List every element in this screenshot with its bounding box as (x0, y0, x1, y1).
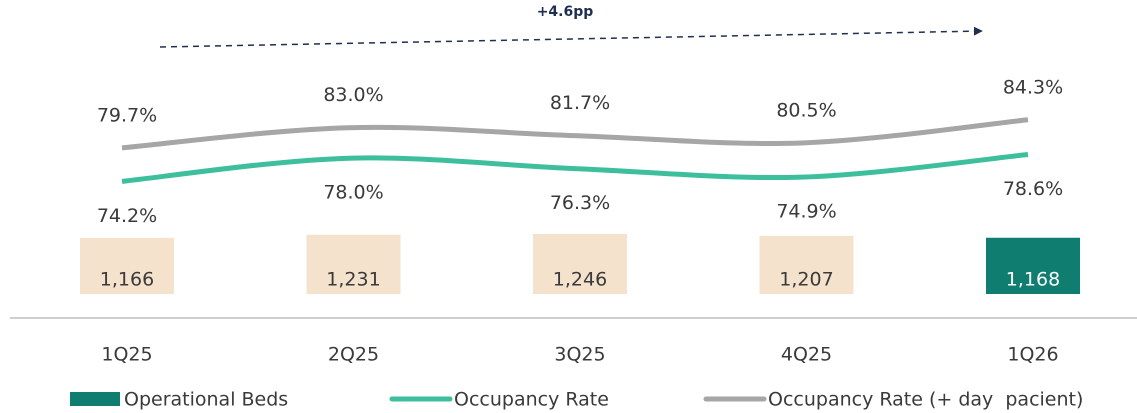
data-label: 78.6% (1003, 178, 1063, 200)
annotation: +4.6pp (537, 4, 594, 20)
bar-label: 1,168 (1006, 269, 1060, 291)
bar-label: 1,207 (779, 269, 833, 291)
legend-label: Operational Beds (124, 389, 288, 411)
x-tick-label: 1Q25 (101, 344, 152, 366)
trend-arrow (159, 26, 983, 48)
x-tick-label: 1Q26 (1007, 344, 1058, 366)
x-tick-label: 4Q25 (781, 344, 832, 366)
data-label: 83.0% (323, 84, 383, 106)
data-label: 80.5% (776, 99, 836, 121)
bar (306, 234, 401, 294)
bar-label: 1,246 (553, 269, 607, 291)
data-label: 81.7% (550, 92, 610, 114)
legend-label: Occupancy Rate (454, 389, 609, 411)
bar (533, 234, 627, 294)
data-label: 78.0% (323, 182, 383, 204)
bar (80, 237, 174, 294)
data-label: 84.3% (1003, 76, 1063, 98)
legend-swatch (70, 392, 120, 406)
line (121, 117, 1029, 151)
x-tick-label: 3Q25 (554, 344, 605, 366)
data-label: 76.3% (550, 192, 610, 214)
legend-label: Occupancy Rate (+ day pacient) (768, 389, 1083, 411)
bar (986, 237, 1080, 294)
data-label: 74.2% (97, 205, 157, 227)
bar (759, 235, 854, 294)
bar-label: 1,166 (100, 269, 154, 291)
data-label: 74.9% (776, 201, 836, 223)
bar-label: 1,231 (326, 269, 380, 291)
data-label: 79.7% (97, 104, 157, 126)
x-tick-label: 2Q25 (328, 344, 379, 366)
line (121, 152, 1029, 184)
